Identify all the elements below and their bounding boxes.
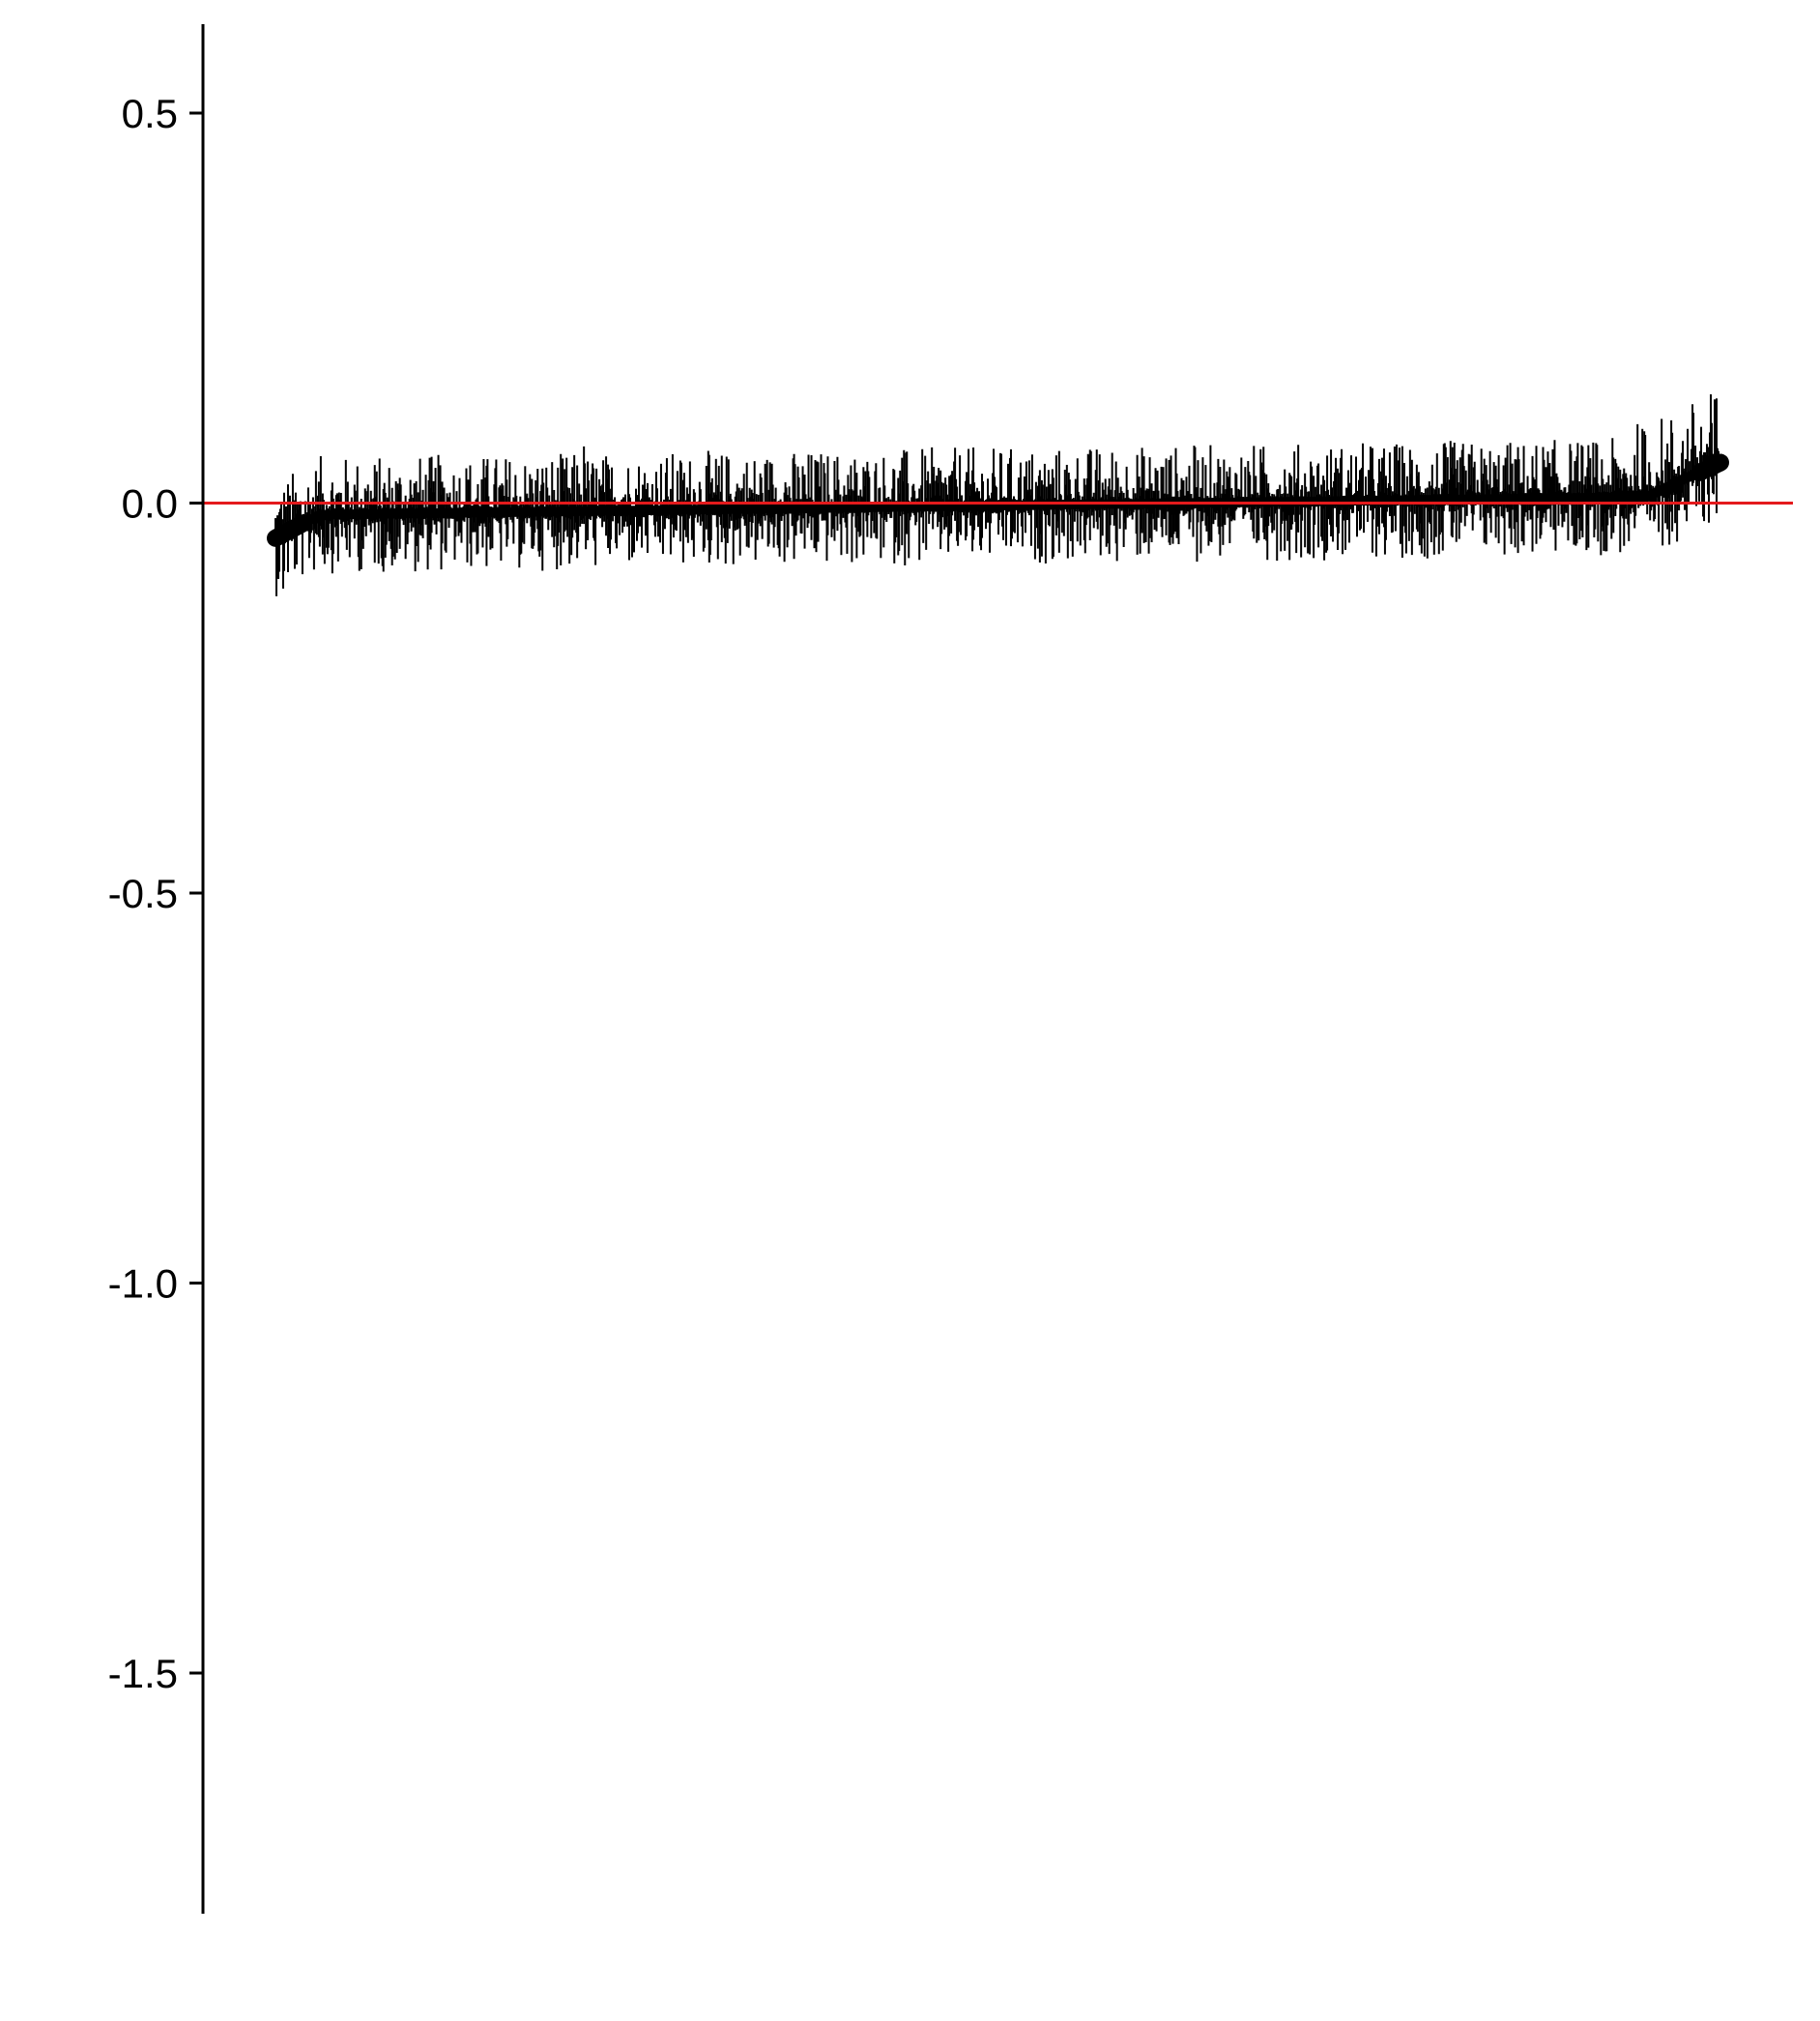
- y-tick-label: 0.5: [122, 91, 178, 136]
- y-axis-ticks: 0.5 0.0 -0.5 -1.0 -1.5: [108, 91, 203, 1696]
- y-tick-label: -1.0: [108, 1261, 178, 1307]
- y-tick-label: -1.5: [108, 1651, 178, 1696]
- y-tick-label: 0.0: [122, 481, 178, 527]
- error-bars-layer: [274, 394, 1721, 596]
- data-point: [1712, 453, 1729, 472]
- y-tick-label: -0.5: [108, 871, 178, 916]
